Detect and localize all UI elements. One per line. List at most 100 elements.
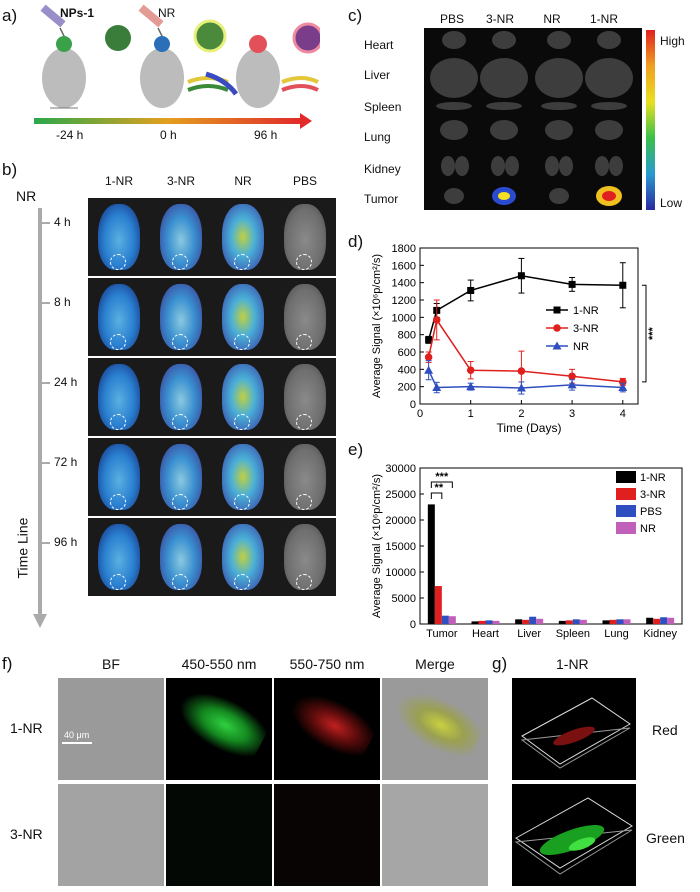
data-point [516, 383, 526, 392]
column-header: 1-NR [104, 174, 133, 188]
plot-frame [419, 247, 639, 405]
tumor-circle [296, 254, 312, 270]
tumor-circle [234, 254, 250, 270]
y-tick-label: 1800 [392, 243, 416, 255]
merge-image [382, 678, 488, 780]
timeline-tick [40, 222, 50, 224]
y-axis-label: Average Signal (×10⁶p/cm²/s) [371, 254, 383, 398]
panel-g-title: 1-NR [556, 656, 589, 672]
significance-bracket [430, 481, 453, 489]
timeline-tick [40, 302, 50, 304]
time-label: 0 h [160, 128, 177, 142]
mouse-image [212, 518, 274, 596]
green-3d-image [512, 784, 636, 886]
bar [434, 586, 442, 624]
line-chart: 0 200 400 600 800 1000 1200 1400 1600 1800 0 1 2 3 4 Ti… [371, 243, 659, 435]
bar [558, 620, 566, 624]
series-line [427, 318, 623, 383]
x-tick-label: Heart [472, 628, 499, 640]
timeline-tick [40, 542, 50, 544]
y-tick-label: 20000 [385, 515, 416, 527]
green-channel-image [166, 784, 272, 886]
legend-entry: NR [640, 523, 656, 535]
data-point [568, 372, 576, 381]
panel-g-label: g) [492, 654, 508, 673]
data-point [568, 280, 576, 288]
data-point [425, 336, 433, 344]
timeline-time-label: 72 h [54, 455, 78, 469]
column-header: 1-NR [589, 12, 618, 26]
tumor-circle [296, 574, 312, 590]
bf-image [58, 784, 164, 886]
data-point [618, 378, 627, 386]
column-header: 3-NR [485, 12, 514, 26]
organ-label: Tumor [364, 192, 399, 206]
bar [536, 618, 544, 624]
panel-e-label: e) [348, 440, 364, 459]
tumor-circle [296, 334, 312, 350]
mouse-image [150, 438, 212, 516]
y-tick-label: 0 [410, 399, 416, 411]
bar [471, 621, 479, 624]
column-header: 450-550 nm [181, 656, 257, 672]
data-point [467, 286, 475, 294]
red-3d-image [512, 678, 636, 780]
data-point [432, 316, 441, 324]
timeline-time-label: 8 h [54, 295, 71, 309]
data-point [432, 383, 442, 392]
legend-entry: 1-NR [640, 472, 666, 484]
bar [515, 619, 523, 624]
bar [572, 619, 580, 624]
row-label: 3-NR [10, 826, 43, 842]
x-tick-label: Lung [604, 628, 628, 640]
tumor-circle [296, 414, 312, 430]
tumor-circle [234, 414, 250, 430]
data-point [618, 383, 628, 392]
bar [441, 615, 449, 624]
red-channel-image [274, 784, 380, 886]
bar [529, 616, 537, 624]
mouse-image [150, 518, 212, 596]
panel-a-label: a) [2, 6, 18, 25]
mouse-image [88, 198, 150, 276]
bar [623, 619, 631, 624]
timeline-label: Time Line [14, 517, 31, 579]
mouse-image [212, 438, 274, 516]
mouse-image [150, 278, 212, 356]
tumor-circle [172, 414, 188, 430]
bar [427, 504, 435, 624]
data-point [466, 366, 475, 374]
panel-f-label: f) [2, 654, 13, 673]
significance-label: *** [435, 471, 449, 483]
panel-c-label: c) [348, 6, 363, 25]
color-scale-bar [646, 30, 655, 210]
significance-bracket [642, 284, 647, 383]
ribbon-icon [187, 71, 239, 96]
tumor-circle [172, 494, 188, 510]
y-tick-label: 1600 [392, 260, 416, 272]
tumor-circle [110, 334, 126, 350]
significance-label: *** [647, 326, 659, 340]
timeline-tick [40, 382, 50, 384]
tumor-circle [296, 494, 312, 510]
mouse-image [274, 518, 336, 596]
red-channel-image [274, 678, 380, 780]
bar [646, 617, 654, 624]
panel-b-label: b) [2, 160, 18, 179]
nanoparticle-icon [193, 19, 227, 53]
row-label: Red [652, 722, 678, 738]
organ-overlay [430, 31, 633, 206]
bar [660, 617, 668, 624]
nanoparticle-icon [292, 22, 320, 54]
data-point [567, 380, 577, 389]
scale-high-label: High [660, 34, 685, 48]
y-tick-label: 0 [410, 619, 416, 631]
x-tick-label: Tumor [426, 628, 458, 640]
x-tick-label: Spleen [556, 628, 590, 640]
bar [609, 619, 617, 624]
x-tick-label: 4 [620, 408, 626, 420]
y-tick-label: 1200 [392, 295, 416, 307]
column-header: BF [102, 656, 120, 672]
timeline-time-label: 96 h [54, 535, 78, 549]
